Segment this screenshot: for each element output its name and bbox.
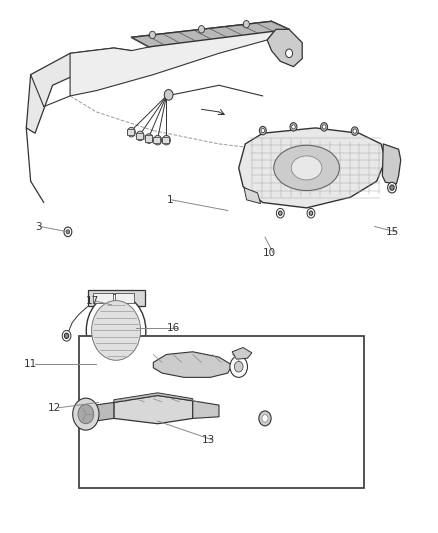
Circle shape xyxy=(259,126,266,135)
Text: 10: 10 xyxy=(263,248,276,258)
Circle shape xyxy=(162,135,170,145)
Polygon shape xyxy=(127,129,134,135)
Text: 11: 11 xyxy=(24,359,37,368)
Polygon shape xyxy=(131,21,289,47)
Circle shape xyxy=(145,134,153,143)
Polygon shape xyxy=(267,29,302,67)
Bar xyxy=(79,336,364,488)
Circle shape xyxy=(351,127,358,135)
Polygon shape xyxy=(70,21,276,96)
Polygon shape xyxy=(162,137,169,143)
Circle shape xyxy=(230,356,247,377)
Polygon shape xyxy=(153,352,232,377)
Circle shape xyxy=(321,123,328,131)
Text: 1: 1 xyxy=(166,195,173,205)
Polygon shape xyxy=(88,402,114,422)
Circle shape xyxy=(286,49,293,58)
Circle shape xyxy=(149,31,155,39)
Text: 15: 15 xyxy=(385,227,399,237)
Circle shape xyxy=(292,125,295,129)
Text: 16: 16 xyxy=(166,323,180,333)
Circle shape xyxy=(136,131,144,141)
Polygon shape xyxy=(193,401,219,418)
Ellipse shape xyxy=(291,156,322,180)
Circle shape xyxy=(259,411,271,426)
Ellipse shape xyxy=(274,145,339,190)
Circle shape xyxy=(62,330,71,341)
Circle shape xyxy=(261,128,265,133)
Circle shape xyxy=(390,185,394,190)
Polygon shape xyxy=(88,290,145,306)
Circle shape xyxy=(353,129,357,133)
Polygon shape xyxy=(382,144,401,184)
Circle shape xyxy=(78,405,94,424)
Circle shape xyxy=(388,182,396,193)
Circle shape xyxy=(307,208,315,218)
Circle shape xyxy=(322,125,326,129)
Text: 17: 17 xyxy=(85,296,99,306)
Circle shape xyxy=(92,301,141,360)
Polygon shape xyxy=(114,393,193,402)
Polygon shape xyxy=(232,348,252,359)
Polygon shape xyxy=(114,395,193,424)
Circle shape xyxy=(66,230,70,234)
Polygon shape xyxy=(136,133,143,139)
Circle shape xyxy=(154,135,162,145)
Circle shape xyxy=(64,333,69,338)
Circle shape xyxy=(243,20,249,28)
Circle shape xyxy=(276,208,284,218)
Circle shape xyxy=(164,90,173,100)
Circle shape xyxy=(309,211,313,215)
Text: 12: 12 xyxy=(48,403,61,413)
Polygon shape xyxy=(93,293,113,303)
Polygon shape xyxy=(26,48,131,133)
Circle shape xyxy=(86,294,146,367)
Circle shape xyxy=(127,127,135,137)
Polygon shape xyxy=(239,128,385,208)
Circle shape xyxy=(73,398,99,430)
Polygon shape xyxy=(145,135,152,142)
Text: 13: 13 xyxy=(201,435,215,445)
Circle shape xyxy=(198,26,205,33)
Polygon shape xyxy=(115,293,134,303)
Text: 3: 3 xyxy=(35,222,42,231)
Circle shape xyxy=(262,415,268,422)
Circle shape xyxy=(279,211,282,215)
Circle shape xyxy=(290,123,297,131)
Circle shape xyxy=(234,361,243,372)
Polygon shape xyxy=(153,137,160,143)
Circle shape xyxy=(64,227,72,237)
Polygon shape xyxy=(244,188,261,204)
